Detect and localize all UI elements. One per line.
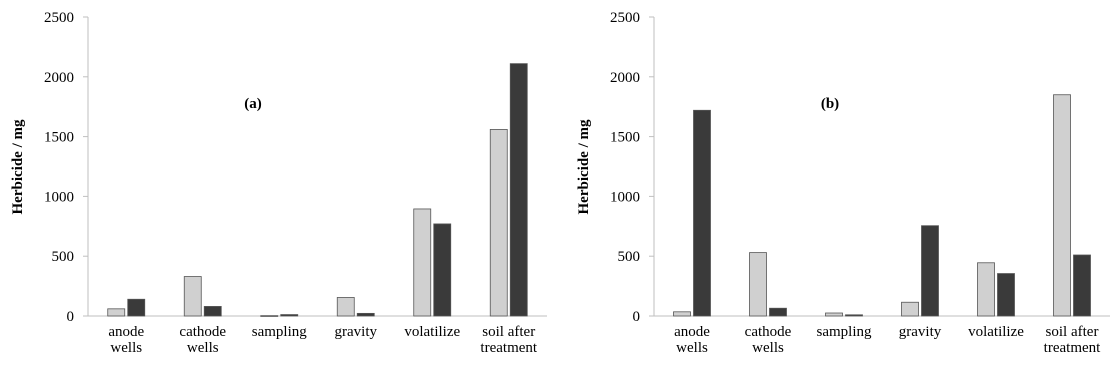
bar-series-1-1 (183, 276, 202, 317)
chart-panel-b: 0 500 1000 1500 2000 2500 Herbicide / mg (b) ano… (576, 10, 1110, 356)
y-tick-label: 0 (67, 309, 75, 325)
bar-series-2-3 (356, 312, 375, 317)
x-category-label-line: volatilize (404, 324, 460, 340)
x-category-label: volatilize (968, 324, 1024, 340)
x-category-label: volatilize (404, 324, 460, 340)
panel-label: (a) (244, 96, 262, 112)
x-category-label-line: cathode (179, 324, 226, 340)
x-category-label: sampling (252, 324, 307, 340)
bar-series-2-5 (1073, 254, 1091, 317)
x-category-label-line: anode (108, 324, 144, 340)
y-tick-label: 0 (633, 309, 641, 325)
y-tick-label: 2500 (610, 10, 640, 26)
x-category-label-line: cathode (745, 324, 792, 340)
y-tick-label: 1500 (44, 130, 74, 146)
bar-series-2-0 (127, 298, 146, 317)
panel-label: (b) (821, 96, 839, 112)
bar-series-1-4 (413, 208, 432, 317)
x-category-label-line: sampling (252, 324, 307, 340)
y-tick-label: 2000 (610, 70, 640, 86)
y-tick-label: 500 (52, 249, 75, 265)
x-category-label-line: treatment (480, 340, 537, 356)
x-category-label-line: treatment (1044, 340, 1101, 356)
bar-series-1-3 (336, 297, 355, 317)
y-tick-label: 2500 (44, 10, 74, 26)
x-category-label-line: wells (187, 340, 219, 356)
bar-series-1-2 (825, 312, 843, 317)
x-category-label-line: wells (752, 340, 784, 356)
y-tick-label: 500 (618, 249, 641, 265)
bar-series-1-1 (749, 252, 767, 317)
x-category-label-line: anode (674, 324, 710, 340)
x-category-label: gravity (899, 324, 942, 340)
x-category-label-line: soil after (1046, 324, 1099, 340)
bar-series-1-0 (673, 311, 691, 317)
y-tick-label: 2000 (44, 70, 74, 86)
bar-series-1-2 (260, 315, 279, 317)
x-category-label: cathode wells (745, 324, 792, 356)
x-category-label: gravity (335, 324, 378, 340)
y-tick-label: 1500 (610, 130, 640, 146)
x-category-label-line: wells (110, 340, 142, 356)
bar-series-2-2 (845, 314, 863, 317)
y-tick-label: 1000 (44, 189, 74, 205)
bar-series-2-4 (433, 223, 452, 317)
x-category-label-line: soil after (482, 324, 535, 340)
bar-series-1-5 (1053, 94, 1071, 317)
y-axis-title: Herbicide / mg (10, 119, 26, 214)
x-category-label: soil after treatment (1044, 324, 1101, 356)
x-category-label-line: gravity (899, 324, 942, 340)
y-axis-title: Herbicide / mg (576, 119, 592, 214)
bar-series-2-1 (203, 306, 222, 317)
bar-series-2-0 (693, 109, 711, 317)
bar-series-2-5 (509, 63, 528, 317)
chart-panel-a: 0 500 1000 1500 2000 2500 Herbicide / mg (a) ano… (10, 10, 547, 356)
bar-series-1-0 (107, 308, 126, 317)
x-category-label-line: sampling (817, 324, 872, 340)
x-category-label-line: gravity (335, 324, 378, 340)
x-category-label: anode wells (108, 324, 144, 356)
x-category-label: soil after treatment (480, 324, 537, 356)
bar-series-1-4 (977, 262, 995, 317)
bar-series-2-2 (280, 314, 299, 317)
x-category-label-line: volatilize (968, 324, 1024, 340)
bar-series-2-4 (997, 273, 1015, 317)
bar-series-2-3 (921, 225, 939, 317)
bar-series-1-5 (489, 129, 508, 317)
x-category-label: cathode wells (179, 324, 226, 356)
bar-series-1-3 (901, 301, 919, 317)
y-tick-label: 1000 (610, 189, 640, 205)
x-category-label: sampling (817, 324, 872, 340)
x-category-label: anode wells (674, 324, 710, 356)
bar-series-2-1 (769, 307, 787, 317)
x-category-label-line: wells (676, 340, 708, 356)
